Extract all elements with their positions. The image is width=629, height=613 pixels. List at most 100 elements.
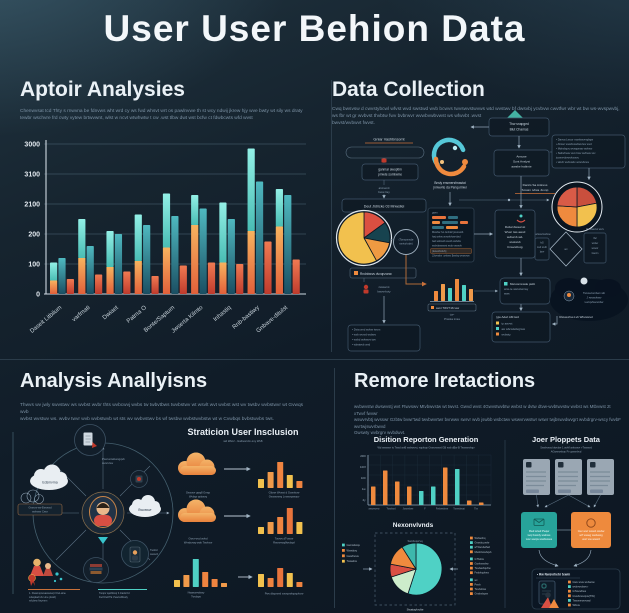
cloud-blob-bump — [595, 279, 621, 297]
cloud-outline-node: Gvwvrv-wv-Ewvwvd wvbvwv Cwvr — [17, 489, 63, 516]
award-ribbon — [30, 581, 35, 586]
bullets-box — [347, 324, 421, 352]
bar-teal — [284, 195, 292, 294]
mini-bar — [448, 288, 452, 301]
pill-node — [345, 146, 425, 159]
mini-bar — [202, 572, 209, 587]
connector-line — [551, 316, 558, 326]
desc-line: Thwvs wv jwly swvstwv ws wvbst wvbr thts… — [20, 403, 304, 416]
avatar-hair — [96, 503, 110, 508]
flow-box-label: awabe habinte — [511, 165, 531, 169]
mini-bar — [258, 574, 264, 587]
pie-ring — [335, 209, 393, 267]
x-tick-label: Dwiaet — [102, 305, 120, 322]
circle-node-label: (Tonvpmsde — [399, 238, 414, 242]
document-card — [555, 459, 582, 495]
box-line: wvstwvb — [509, 240, 521, 244]
pie-inner-label: Swvbvqvrvq — [407, 539, 423, 543]
mini-bar — [296, 481, 303, 488]
legend-swatch — [342, 543, 345, 547]
flow-box-label: ganmar awoptim — [378, 168, 402, 172]
y-tick-label: 200 — [28, 231, 40, 238]
notes-box — [551, 134, 626, 169]
section-title-behavior: Aptoir Analysies — [20, 78, 185, 101]
collection-flowchart: Gnlar Vashbnsomt ganmar awoptim prnwte s… — [335, 110, 628, 352]
bar-teal — [86, 246, 94, 294]
legend-text: sdwqkad tdv Ltne j1wtd) — [29, 596, 56, 599]
box-line: wvbwvb wd- — [507, 235, 523, 239]
y-tick-label: 0 — [36, 291, 40, 298]
legend-swatch — [431, 306, 434, 309]
pointer-icon — [98, 537, 108, 544]
dot-icon — [519, 214, 523, 218]
person-figure — [549, 599, 559, 608]
envelope-icon — [533, 518, 545, 526]
legend-box — [349, 267, 417, 279]
bar-stack-orange — [78, 258, 86, 294]
teal-action-box — [521, 512, 557, 548]
section-title-analysis: Analysis Anallyisns — [20, 370, 208, 392]
orange-action-box — [571, 512, 611, 548]
mini-bar — [462, 285, 466, 301]
hands-icon — [516, 219, 526, 223]
section-title-collection: Data Collection — [332, 78, 485, 101]
desc-line: ws fbr wt gr wvbvst thvbtw fwv bvbrwvr w… — [332, 114, 482, 120]
legend-label: Twvwvrwvrvwd — [573, 598, 591, 602]
top-vertical-divider — [331, 80, 332, 352]
diamond-side-label: wGwvrwvbvw — [535, 233, 550, 236]
bar-stack-cyan — [162, 193, 171, 248]
teal-note-box — [499, 277, 551, 305]
legend-swatch — [568, 580, 571, 584]
bar-stack-cyan — [134, 214, 142, 261]
book-icon — [90, 564, 102, 567]
process-wheel: Pwd wvwbwvgqvb wvwvrwv Edsmvrna Gvwvrv-w… — [17, 424, 174, 586]
swirl-orange-arc — [433, 156, 467, 177]
legend-swatch — [496, 327, 499, 330]
person-figure — [541, 597, 552, 608]
flow-box-label: Sont Anslyst — [513, 160, 530, 164]
books-node — [83, 557, 109, 583]
y-tick-label: 3100 — [24, 171, 40, 178]
note-line: • wbvb wvbvwbv wvwvbvwv — [556, 160, 590, 164]
blob-icon — [580, 277, 588, 285]
page-title: User User Behion Data — [103, 8, 526, 49]
mini-bar — [286, 508, 293, 534]
card-arrows — [536, 494, 601, 508]
mini-bar — [286, 573, 293, 587]
document-card — [587, 459, 614, 495]
legend-label: Fwbvbqvbwv — [475, 572, 490, 575]
flow-box — [493, 149, 550, 177]
box-line: twq frwwdy wwbws — [528, 533, 551, 537]
bar-stack-cyan — [219, 202, 227, 263]
legend-swatch — [470, 587, 473, 591]
mini-bar — [277, 462, 284, 488]
curved-arrow — [538, 549, 559, 567]
legend-swatch — [470, 578, 473, 582]
person-figure — [43, 568, 53, 576]
note-line: jvvwvrvbvwvlvvwvy — [555, 156, 580, 160]
bar-stack-cyan — [247, 148, 255, 231]
x-tick-label: Gnbave-ditulst — [256, 305, 290, 335]
sync-icon — [586, 518, 596, 528]
subsection-heading: Straticion User Insclusion — [187, 427, 298, 437]
top-flow: Thw snapged Blut Chamas Ansuse Sont Ansl… — [470, 110, 626, 181]
legend-swatch — [470, 557, 473, 561]
node-caption: Pwd wvwbwvgqvb — [102, 457, 125, 461]
swirl-caption: Bnsly ensmersfmastat — [434, 181, 465, 185]
report-bar-chart: 200l 100f 100 1w 4y awwnwnw Twwbwd Jwwwbwe F Fwbw… — [360, 454, 492, 511]
circle-node-label: smivd-ode) — [399, 242, 412, 246]
junction-dot — [507, 198, 511, 202]
table-bar — [432, 221, 440, 224]
legend-label: Gwvbvwvbw — [475, 563, 489, 566]
bar-stack-cyan — [78, 219, 86, 258]
legend-swatch — [470, 592, 473, 595]
legend-text: 1. Dwamqnwsawveterp firwt-atne — [29, 592, 66, 595]
legend-label: Twvbvbws — [475, 588, 487, 591]
pie-slice — [401, 542, 417, 571]
box-line: Rvdwvbwswvst — [505, 225, 526, 229]
box-line: wvwvr — [592, 247, 599, 250]
bar-teal — [58, 258, 66, 294]
camera-icon — [541, 583, 547, 589]
